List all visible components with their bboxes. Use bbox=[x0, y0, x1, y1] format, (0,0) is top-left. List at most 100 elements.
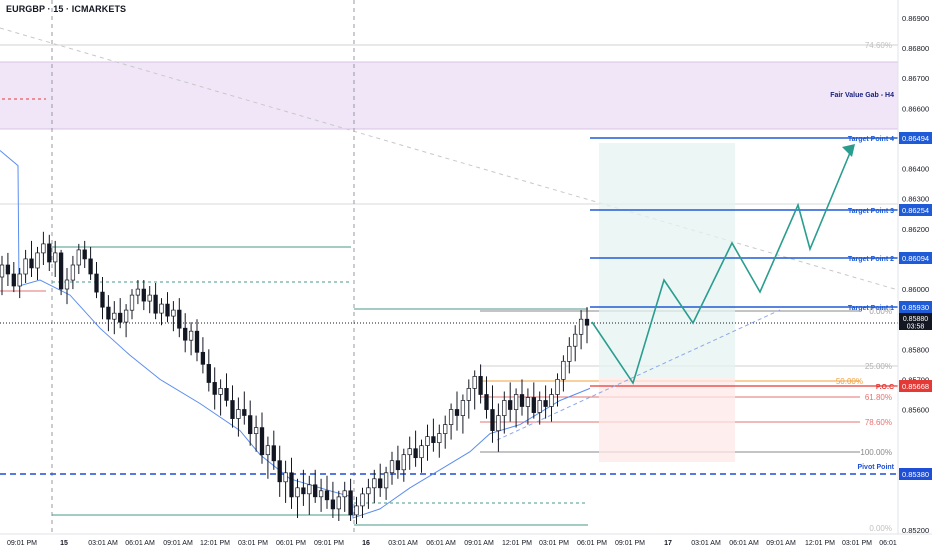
candle-up bbox=[253, 427, 259, 434]
candle-down bbox=[106, 306, 111, 320]
candle-down bbox=[153, 294, 158, 314]
svg-text:0.85930: 0.85930 bbox=[902, 303, 929, 312]
candle-up bbox=[366, 487, 371, 495]
fib-label-25: 25.00% bbox=[865, 362, 892, 371]
candle-up bbox=[76, 249, 81, 266]
time-tick-label: 12:01 PM bbox=[805, 540, 835, 547]
candle-down bbox=[11, 273, 16, 287]
symbol-title: EURGBP · 15 · ICMARKETS bbox=[6, 4, 127, 14]
price-tick-label: 0.86700 bbox=[902, 74, 929, 83]
candle-up bbox=[23, 258, 28, 275]
candlestick-series bbox=[0, 231, 590, 524]
time-tick-label: 16 bbox=[362, 540, 370, 547]
candle-up bbox=[496, 415, 501, 432]
candle-down bbox=[395, 460, 401, 471]
candle-down bbox=[531, 397, 536, 413]
time-tick-label: 06:01 AM bbox=[125, 540, 155, 547]
time-tick-label: 03:01 PM bbox=[539, 540, 569, 547]
candle-down bbox=[330, 499, 336, 510]
price-scale[interactable] bbox=[898, 0, 932, 534]
candle-up bbox=[425, 436, 430, 446]
candle-down bbox=[29, 258, 34, 269]
candle-up bbox=[53, 252, 58, 263]
target-zone-box bbox=[599, 143, 735, 377]
time-tick-label: 09:01 PM bbox=[314, 540, 344, 547]
candle-down bbox=[118, 312, 123, 323]
svg-text:0.86254: 0.86254 bbox=[902, 206, 929, 215]
candle-up bbox=[561, 360, 566, 380]
fib-label-0-top: 0.00% bbox=[869, 307, 892, 316]
candle-down bbox=[100, 291, 105, 308]
candle-down bbox=[242, 409, 247, 416]
candle-down bbox=[277, 460, 282, 483]
time-tick-label: 09:01 PM bbox=[615, 540, 645, 547]
fib-label-50: 50.00% bbox=[836, 377, 863, 386]
candle-up bbox=[372, 478, 377, 489]
candle-up bbox=[336, 496, 341, 510]
candle-up bbox=[129, 294, 135, 311]
candle-up bbox=[147, 294, 152, 302]
candle-up bbox=[578, 318, 584, 335]
candle-down bbox=[248, 415, 253, 435]
svg-text:0.86094: 0.86094 bbox=[902, 254, 929, 263]
candle-down bbox=[183, 327, 188, 341]
time-tick-label: 12:01 PM bbox=[200, 540, 230, 547]
candle-up bbox=[307, 484, 312, 495]
time-tick-label: 03:01 PM bbox=[842, 540, 872, 547]
candle-down bbox=[259, 427, 265, 456]
candle-down bbox=[584, 318, 590, 326]
candle-up bbox=[17, 273, 22, 287]
candle-up bbox=[64, 279, 70, 290]
candle-up bbox=[549, 394, 554, 407]
time-tick-label: 03:01 AM bbox=[691, 540, 721, 547]
candle-down bbox=[88, 258, 93, 275]
time-axis[interactable] bbox=[0, 534, 932, 550]
candle-down bbox=[484, 394, 489, 410]
price-tick-label: 0.86800 bbox=[902, 44, 929, 53]
projection-path bbox=[591, 147, 853, 385]
candle-up bbox=[460, 400, 466, 416]
candle-down bbox=[454, 409, 460, 416]
candle-up bbox=[502, 400, 507, 416]
candle-up bbox=[112, 312, 117, 320]
candle-up bbox=[472, 376, 477, 389]
target-3-tag: 0.86254 bbox=[899, 204, 932, 216]
price-tick-label: 0.86600 bbox=[902, 104, 929, 113]
candle-up bbox=[419, 445, 424, 459]
target-4-tag: 0.86494 bbox=[899, 132, 932, 144]
candle-up bbox=[171, 309, 176, 317]
fib-label-618: 61.80% bbox=[865, 393, 892, 402]
time-tick-label: 06:01 PM bbox=[577, 540, 607, 547]
time-tick-label: 09:01 AM bbox=[766, 540, 796, 547]
fib-label-0-bottom: 0.00% bbox=[869, 524, 892, 533]
time-tick-label: 17 bbox=[664, 540, 672, 547]
candle-down bbox=[301, 487, 306, 495]
time-tick-label: 15 bbox=[60, 540, 68, 547]
candle-up bbox=[443, 424, 448, 434]
candle-up bbox=[218, 388, 223, 395]
candle-up bbox=[318, 490, 324, 498]
price-tick-label: 0.85200 bbox=[902, 526, 929, 535]
price-tick-label: 0.86200 bbox=[902, 225, 929, 234]
fib-label-100: 100.00% bbox=[860, 448, 892, 457]
svg-text:0.85380: 0.85380 bbox=[902, 470, 929, 479]
target-4-label: Target Point 4 bbox=[848, 136, 894, 143]
candle-up bbox=[407, 448, 412, 456]
candle-down bbox=[271, 445, 276, 462]
time-tick-label: 06:01 AM bbox=[729, 540, 759, 547]
candle-down bbox=[165, 303, 170, 317]
rising-trend-line bbox=[496, 309, 781, 441]
candle-up bbox=[354, 505, 359, 516]
candle-down bbox=[378, 478, 383, 489]
candle-down bbox=[47, 243, 52, 263]
candle-up bbox=[437, 433, 442, 443]
time-tick-label: 09:01 AM bbox=[464, 540, 494, 547]
candle-up bbox=[567, 345, 572, 362]
price-tick-label: 0.85600 bbox=[902, 406, 929, 415]
target-2-tag: 0.86094 bbox=[899, 252, 932, 264]
fib-label-74: 74.60% bbox=[865, 41, 892, 50]
price-tick-label: 0.86300 bbox=[902, 195, 929, 204]
candle-down bbox=[212, 382, 217, 395]
price-tick-label: 0.86900 bbox=[902, 14, 929, 23]
